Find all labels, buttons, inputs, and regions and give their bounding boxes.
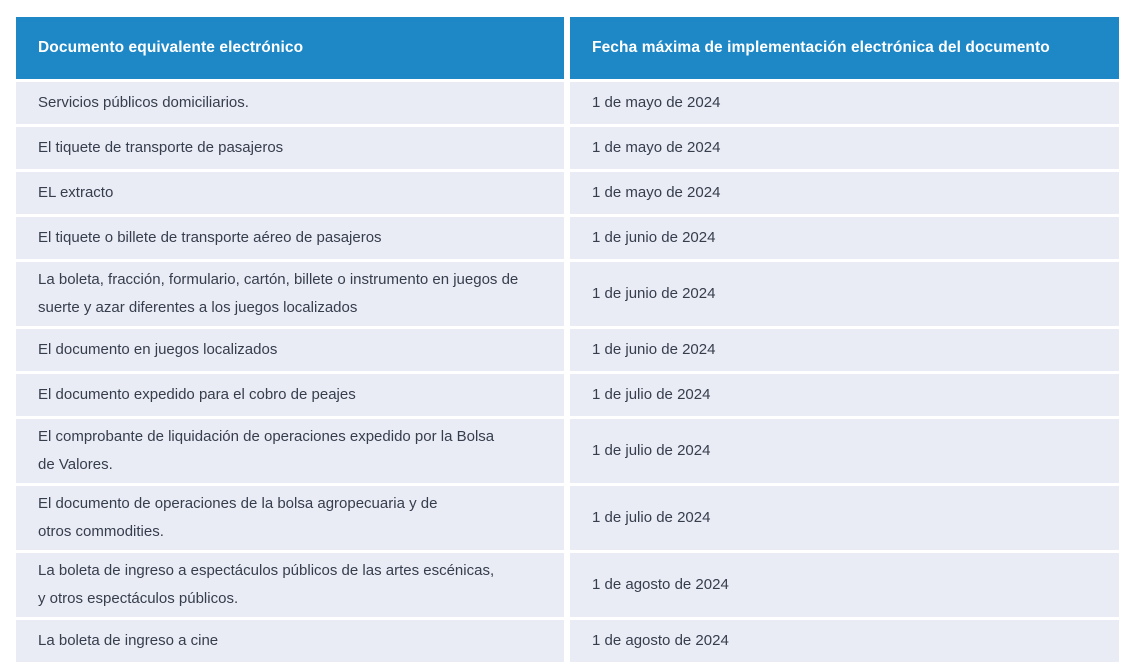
table-row: El documento de operaciones de la bolsa … (16, 486, 1119, 550)
document-cell: El tiquete de transporte de pasajeros (16, 127, 564, 169)
document-text: EL extracto (38, 184, 114, 201)
header-cell-date: Fecha máxima de implementación electróni… (570, 17, 1119, 79)
date-cell: 1 de julio de 2024 (570, 419, 1119, 483)
document-cell: La boleta de ingreso a espectáculos públ… (16, 553, 564, 617)
date-text: 1 de agosto de 2024 (592, 632, 729, 649)
document-text: La boleta, fracción, formulario, cartón,… (38, 271, 519, 316)
table-row: El comprobante de liquidación de operaci… (16, 419, 1119, 483)
table-row: La boleta de ingreso a espectáculos públ… (16, 553, 1119, 617)
table-header-row: Documento equivalente electrónico Fecha … (16, 17, 1119, 79)
document-text: El comprobante de liquidación de operaci… (38, 428, 495, 473)
date-text: 1 de mayo de 2024 (592, 94, 721, 111)
document-text: La boleta de ingreso a espectáculos públ… (38, 562, 495, 607)
equivalent-documents-table: Documento equivalente electrónico Fecha … (16, 17, 1119, 662)
table-row: Servicios públicos domiciliarios. 1 de m… (16, 82, 1119, 124)
document-cell: La boleta de ingreso a cine (16, 620, 564, 662)
document-text: El documento expedido para el cobro de p… (38, 386, 356, 403)
header-date-label: Fecha máxima de implementación electróni… (592, 39, 1050, 56)
date-text: 1 de julio de 2024 (592, 386, 711, 403)
date-cell: 1 de mayo de 2024 (570, 82, 1119, 124)
date-cell: 1 de mayo de 2024 (570, 127, 1119, 169)
date-cell: 1 de junio de 2024 (570, 217, 1119, 259)
document-cell: Servicios públicos domiciliarios. (16, 82, 564, 124)
document-text: El documento en juegos localizados (38, 341, 278, 358)
document-cell: El documento en juegos localizados (16, 329, 564, 371)
date-text: 1 de junio de 2024 (592, 229, 716, 246)
date-text: 1 de agosto de 2024 (592, 576, 729, 593)
document-cell: El tiquete o billete de transporte aéreo… (16, 217, 564, 259)
date-text: 1 de junio de 2024 (592, 341, 716, 358)
date-cell: 1 de mayo de 2024 (570, 172, 1119, 214)
date-cell: 1 de junio de 2024 (570, 262, 1119, 326)
header-document-label: Documento equivalente electrónico (38, 39, 304, 56)
date-cell: 1 de junio de 2024 (570, 329, 1119, 371)
date-text: 1 de mayo de 2024 (592, 139, 721, 156)
table-row: El documento en juegos localizados 1 de … (16, 329, 1119, 371)
document-text: El documento de operaciones de la bolsa … (38, 495, 438, 540)
date-cell: 1 de agosto de 2024 (570, 553, 1119, 617)
document-text: El tiquete o billete de transporte aéreo… (38, 229, 382, 246)
document-cell: La boleta, fracción, formulario, cartón,… (16, 262, 564, 326)
table-row: La boleta, fracción, formulario, cartón,… (16, 262, 1119, 326)
table-row: El documento expedido para el cobro de p… (16, 374, 1119, 416)
document-text: Servicios públicos domiciliarios. (38, 94, 249, 111)
table-row: La boleta de ingreso a cine 1 de agosto … (16, 620, 1119, 662)
date-text: 1 de julio de 2024 (592, 442, 711, 459)
document-cell: El documento expedido para el cobro de p… (16, 374, 564, 416)
document-cell: EL extracto (16, 172, 564, 214)
date-text: 1 de junio de 2024 (592, 285, 716, 302)
document-text: El tiquete de transporte de pasajeros (38, 139, 284, 156)
date-text: 1 de julio de 2024 (592, 509, 711, 526)
date-text: 1 de mayo de 2024 (592, 184, 721, 201)
date-cell: 1 de agosto de 2024 (570, 620, 1119, 662)
header-cell-document: Documento equivalente electrónico (16, 17, 564, 79)
document-cell: El documento de operaciones de la bolsa … (16, 486, 564, 550)
table-row: EL extracto 1 de mayo de 2024 (16, 172, 1119, 214)
document-text: La boleta de ingreso a cine (38, 632, 219, 649)
date-cell: 1 de julio de 2024 (570, 374, 1119, 416)
table-row: El tiquete de transporte de pasajeros 1 … (16, 127, 1119, 169)
table-row: El tiquete o billete de transporte aéreo… (16, 217, 1119, 259)
date-cell: 1 de julio de 2024 (570, 486, 1119, 550)
document-cell: El comprobante de liquidación de operaci… (16, 419, 564, 483)
